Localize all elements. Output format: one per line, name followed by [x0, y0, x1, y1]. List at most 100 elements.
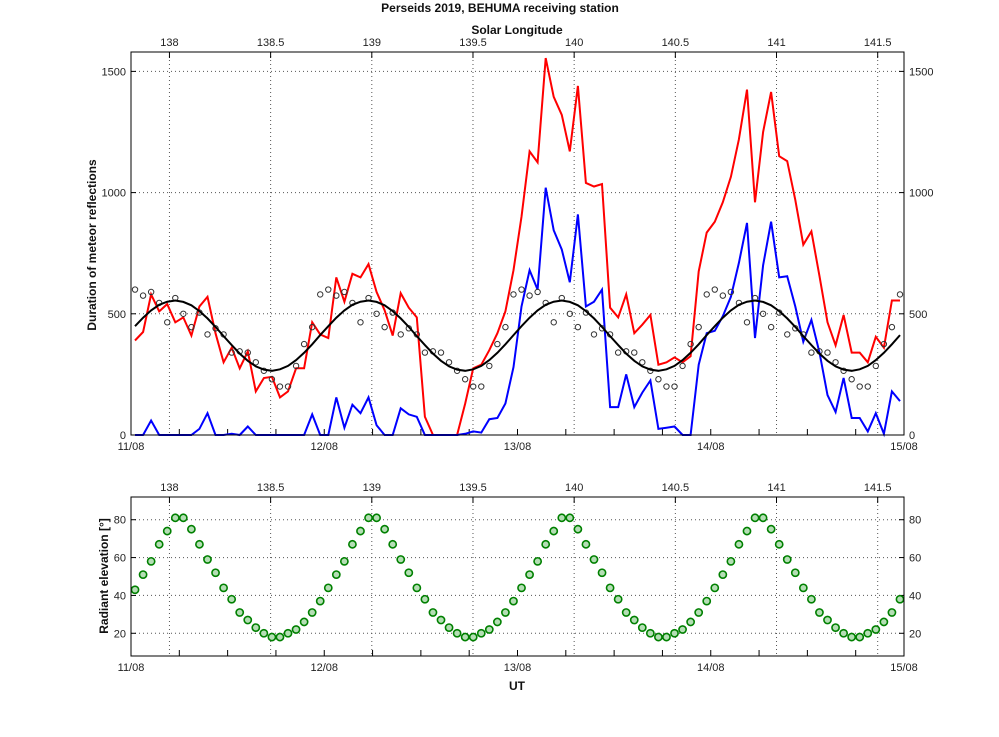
- axes-frame: [130, 496, 905, 657]
- elevation-data-point: [557, 513, 567, 523]
- elevation-data-point: [839, 628, 849, 638]
- elevation-data-point: [541, 539, 551, 549]
- elevation-data-point: [637, 623, 647, 633]
- elevation-data-point: [718, 570, 728, 580]
- elevation-data-point: [509, 596, 518, 606]
- elevation-data-point: [146, 556, 156, 566]
- elevation-data-point: [758, 513, 768, 523]
- circle-data-point: [518, 286, 525, 293]
- elevation-data-point: [331, 570, 341, 580]
- y-tick-label: 500: [108, 309, 126, 321]
- circle-data-point: [896, 291, 904, 298]
- elevation-data-point: [686, 617, 696, 627]
- circle-data-point: [856, 383, 863, 390]
- elevation-data-point: [323, 583, 333, 593]
- circle-data-point: [244, 349, 251, 356]
- x-date-tick-label: 14/08: [697, 441, 725, 453]
- elevation-data-point: [211, 568, 220, 578]
- y-tick-label: 80: [114, 515, 126, 527]
- circle-data-point: [284, 383, 292, 390]
- circle-data-point: [164, 319, 171, 326]
- x-date-tick-label: 15/08: [890, 662, 918, 674]
- x-top-tick-label: 140: [565, 37, 583, 49]
- circle-data-point: [880, 340, 888, 348]
- elevation-data-point: [589, 555, 599, 564]
- circle-data-point: [550, 319, 557, 326]
- elevation-data-point: [702, 596, 712, 606]
- y-tick-label-right: 40: [909, 590, 921, 602]
- x-top-tick-label: 140: [565, 482, 583, 494]
- circle-data-point: [325, 286, 332, 293]
- elevation-data-point: [315, 596, 325, 606]
- circle-data-point: [147, 288, 155, 296]
- elevation-data-point: [645, 628, 655, 638]
- elevation-data-point: [235, 608, 245, 617]
- top-plot-solar-longitude-label: Solar Longitude: [471, 23, 563, 37]
- elevation-data-point: [251, 623, 261, 633]
- y-tick-label-right: 20: [909, 628, 921, 640]
- elevation-data-point: [476, 628, 486, 638]
- elevation-data-point: [154, 539, 164, 549]
- elevation-data-point: [299, 617, 309, 627]
- circle-data-point: [711, 286, 718, 293]
- elevation-data-point: [629, 615, 639, 625]
- elevation-data-point: [871, 625, 881, 634]
- circle-data-point: [317, 291, 324, 298]
- circle-data-point: [308, 323, 316, 331]
- circle-data-point: [534, 288, 541, 296]
- circle-data-point: [341, 288, 348, 296]
- y-tick-label: 0: [120, 430, 126, 442]
- circle-data-point: [848, 376, 855, 383]
- elevation-data-point: [267, 632, 277, 642]
- circle-data-point: [703, 291, 710, 298]
- circle-data-point: [719, 292, 727, 299]
- circle-data-point: [502, 323, 509, 331]
- elevation-data-point: [460, 632, 470, 642]
- elevation-data-point: [501, 608, 510, 617]
- elevation-data-point: [565, 513, 575, 523]
- circle-data-point: [228, 349, 235, 356]
- x-top-tick-label: 138.5: [257, 482, 285, 494]
- elevation-data-point: [662, 632, 671, 642]
- circle-data-point: [727, 288, 735, 296]
- elevation-data-point: [581, 539, 591, 549]
- circle-data-point: [139, 292, 147, 299]
- elevation-data-point: [372, 513, 381, 523]
- elevation-data-point: [766, 524, 776, 534]
- elevation-data-point: [243, 615, 253, 625]
- elevation-data-point: [549, 526, 559, 536]
- circle-data-point: [510, 291, 517, 298]
- x-top-tick-label: 139: [363, 482, 381, 494]
- elevation-data-point: [170, 513, 180, 523]
- elevation-data-point: [694, 608, 704, 617]
- circle-data-point: [470, 383, 477, 390]
- elevation-data-point: [339, 556, 349, 566]
- elevation-data-point: [356, 526, 365, 536]
- plot-area: [131, 497, 904, 656]
- elevation-data-point: [831, 623, 840, 633]
- y-tick-label: 1000: [102, 188, 126, 200]
- elevation-data-point: [678, 625, 687, 634]
- elevation-data-point: [452, 628, 462, 638]
- top-plot-ylabel: Duration of meteor reflections: [85, 159, 99, 331]
- x-date-tick-label: 13/08: [504, 441, 532, 453]
- circle-series: [131, 286, 904, 390]
- elevation-data-point: [420, 594, 430, 604]
- x-top-tick-label: 141.5: [864, 37, 892, 49]
- elevation-data-point: [823, 615, 832, 625]
- elevation-data-point: [815, 608, 824, 617]
- circle-data-point: [808, 349, 815, 356]
- circle-data-point: [461, 376, 469, 383]
- circle-data-point: [784, 331, 791, 338]
- circle-data-point: [655, 376, 662, 383]
- red-series-line: [134, 57, 900, 436]
- elevation-data-point: [404, 568, 414, 578]
- x-date-tick-label: 11/08: [118, 662, 145, 674]
- y-tick-label-right: 0: [909, 430, 915, 442]
- circle-data-point: [888, 323, 896, 331]
- elevation-data-point: [348, 539, 357, 549]
- x-top-tick-label: 139.5: [459, 37, 487, 49]
- circle-data-point: [204, 331, 211, 338]
- top-plot: 0 0 500 500 1000 1000 1500 1500 138 138.5 139 139.5…: [102, 37, 934, 453]
